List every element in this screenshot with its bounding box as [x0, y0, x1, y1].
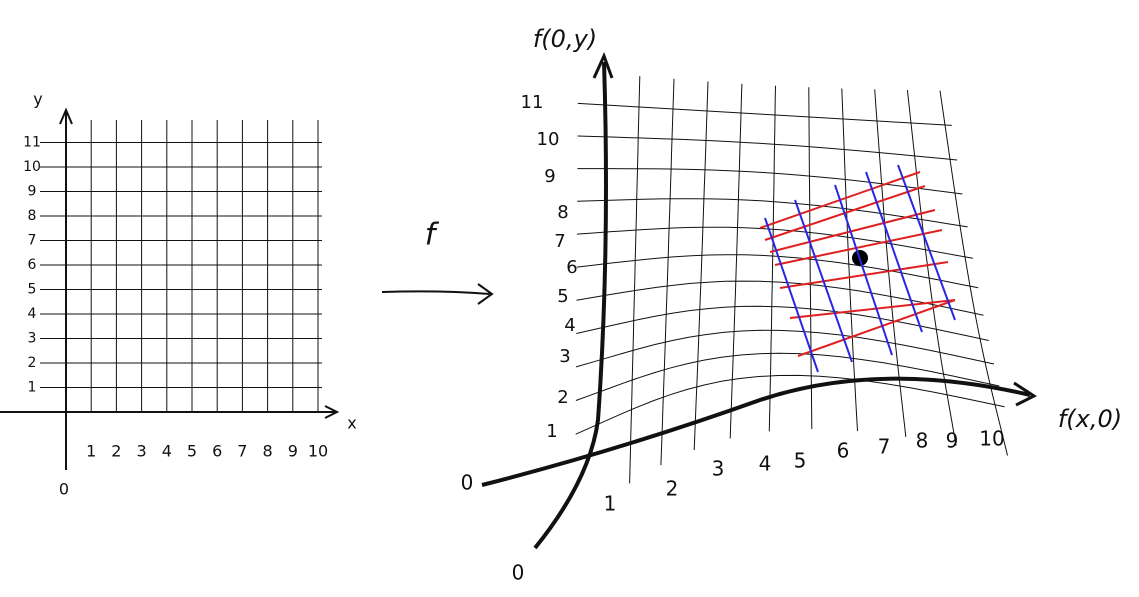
- red-line: [774, 229, 943, 266]
- warped-grid-line: [576, 305, 989, 341]
- fy-axis: [533, 61, 608, 550]
- blue-line: [897, 164, 956, 321]
- blue-line: [834, 184, 893, 356]
- x-tick-label: 4: [162, 442, 172, 461]
- y-tick-label: 2: [557, 387, 568, 408]
- y-tick-label: 11: [23, 135, 41, 151]
- x-tick-label: 5: [187, 442, 197, 461]
- map-label: f: [425, 218, 440, 253]
- warped-grid-line: [577, 135, 958, 161]
- x-tick-label: 8: [916, 429, 929, 453]
- fx-arrowhead: [1013, 381, 1038, 407]
- warped-grid-line: [629, 76, 641, 484]
- x-tick-label: 2: [666, 477, 679, 501]
- y-tick-label: 1: [546, 421, 557, 442]
- y-tick-label: 3: [28, 331, 37, 347]
- y-tick-label: 6: [28, 257, 37, 273]
- x-tick-label: 4: [759, 452, 772, 476]
- blue-line: [865, 171, 923, 333]
- y-tick-label: 6: [566, 257, 577, 278]
- y-tick-label: 3: [559, 346, 570, 367]
- warped-grid-line: [577, 102, 952, 126]
- y-tick-label: 8: [557, 202, 568, 223]
- x-tick-label: 1: [604, 492, 617, 516]
- warped-grid-line: [660, 78, 675, 466]
- warped-grid-line: [808, 87, 813, 430]
- blue-line: [794, 199, 853, 363]
- x-tick-label: 10: [308, 442, 328, 461]
- y-tick-label: 11: [521, 92, 544, 113]
- y-tick-label: 10: [537, 129, 560, 150]
- warped-grid-line: [906, 90, 957, 446]
- warped-grid-line: [729, 83, 743, 439]
- warped-grid-line: [768, 85, 776, 432]
- x-tick-label: 5: [794, 449, 807, 473]
- x-tick-label: 6: [837, 439, 850, 463]
- origin-label: 0: [59, 480, 69, 499]
- origin-x-label: 0: [461, 471, 474, 495]
- y-label: y: [33, 90, 42, 109]
- y-axis: [59, 107, 73, 470]
- red-line: [779, 261, 949, 289]
- y-tick-label: 5: [557, 286, 568, 307]
- map-arrow: [381, 283, 494, 305]
- x-tick-label: 7: [237, 442, 247, 461]
- fy-label: f(0,y): [533, 25, 597, 53]
- fx-axis: [481, 376, 1031, 487]
- warped-grid-line: [693, 81, 709, 451]
- red-line: [769, 209, 936, 253]
- y-tick-label: 1: [28, 380, 37, 396]
- x-tick-label: 8: [263, 442, 273, 461]
- x-tick-label: 1: [86, 442, 96, 461]
- y-tick-label: 8: [28, 208, 37, 224]
- y-tick-label: 7: [28, 233, 37, 249]
- warped-grid-line: [939, 90, 1008, 456]
- x-tick-label: 2: [111, 442, 121, 461]
- blue-line: [764, 217, 819, 373]
- y-tick-label: 5: [28, 282, 37, 298]
- x-tick-label: 10: [979, 427, 1004, 451]
- x-tick-label: 9: [946, 429, 959, 453]
- warped-grid-line: [874, 89, 907, 437]
- x-tick-label: 6: [212, 442, 222, 461]
- warped-grid-line: [841, 88, 858, 432]
- x-tick-label: 3: [137, 442, 147, 461]
- warped-grid-line: [577, 168, 963, 195]
- y-tick-label: 10: [23, 159, 41, 175]
- origin-y-label: 0: [512, 561, 525, 585]
- y-tick-label: 9: [28, 184, 37, 200]
- red-line: [797, 299, 956, 357]
- warped-grid-line: [575, 352, 1000, 401]
- warped-grid-line: [576, 226, 973, 259]
- y-tick-label: 9: [544, 166, 555, 187]
- x-label: x: [347, 414, 356, 433]
- x-tick-label: 3: [712, 457, 725, 481]
- warped-grid-line: [575, 374, 1005, 435]
- warped-grid-line: [576, 254, 979, 289]
- fy-arrowhead: [592, 52, 614, 79]
- y-tick-label: 4: [564, 315, 575, 336]
- x-tick-label: 9: [288, 442, 298, 461]
- y-tick-label: 2: [28, 355, 37, 371]
- fx-label: f(x,0): [1058, 405, 1122, 433]
- y-tick-label: 4: [28, 306, 37, 322]
- y-tick-label: 7: [554, 231, 565, 252]
- warped-grid-line: [577, 198, 968, 228]
- x-tick-label: 7: [878, 435, 891, 459]
- warped-grid-line: [575, 329, 995, 368]
- warped-grid-line: [576, 280, 984, 316]
- red-line: [789, 299, 956, 319]
- x-axis: [0, 405, 340, 419]
